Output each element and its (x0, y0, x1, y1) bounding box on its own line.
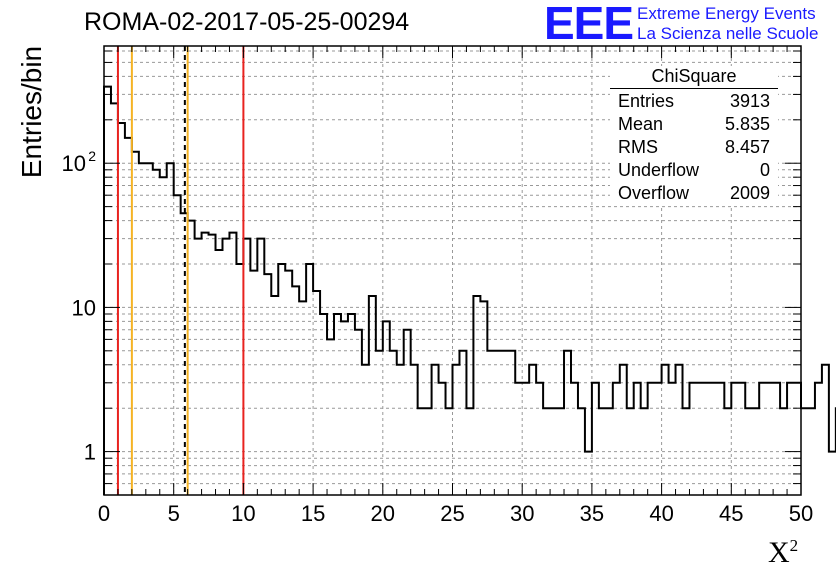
y-tick-label: 10 (62, 151, 86, 176)
x-tick-label: 50 (789, 501, 813, 526)
reference-lines-layer (116, 46, 245, 495)
logo-line-2: La Scienza nelle Scuole (637, 24, 819, 43)
stats-row-underflow: Underflow 0 (618, 160, 770, 180)
x-tick-label: 35 (580, 501, 604, 526)
x-tick-label: 40 (649, 501, 673, 526)
x-tick-label: 15 (301, 501, 325, 526)
ticks-layer (103, 46, 802, 495)
chart-title: ROMA-02-2017-05-25-00294 (84, 8, 410, 36)
x-tick-label: 0 (98, 501, 110, 526)
stats-row-mean: Mean 5.835 (618, 114, 770, 134)
stats-title: ChiSquare (610, 66, 778, 89)
y-tick-label: 10 (72, 295, 96, 320)
y-tick-label: 1 (84, 440, 96, 465)
stats-box: ChiSquare Entries 3913 Mean 5.835 RMS 8.457… (610, 66, 778, 206)
x-tick-label: 30 (510, 501, 534, 526)
logo-line-1: Extreme Energy Events (637, 4, 816, 23)
x-tick-label: 45 (719, 501, 743, 526)
x-tick-label: 20 (371, 501, 395, 526)
y-tick-label-exponent: 2 (88, 148, 96, 164)
x-tick-label: 10 (231, 501, 255, 526)
stats-row-rms: RMS 8.457 (618, 137, 770, 157)
x-tick-label: 25 (440, 501, 464, 526)
x-tick-label: 5 (168, 501, 180, 526)
eee-logo: EEE (544, 0, 634, 49)
stats-row-overflow: Overflow 2009 (618, 183, 770, 203)
x-axis-label: X2 (768, 536, 799, 569)
y-axis-label: Entries/bin (16, 45, 47, 179)
stats-row-entries: Entries 3913 (618, 91, 770, 111)
